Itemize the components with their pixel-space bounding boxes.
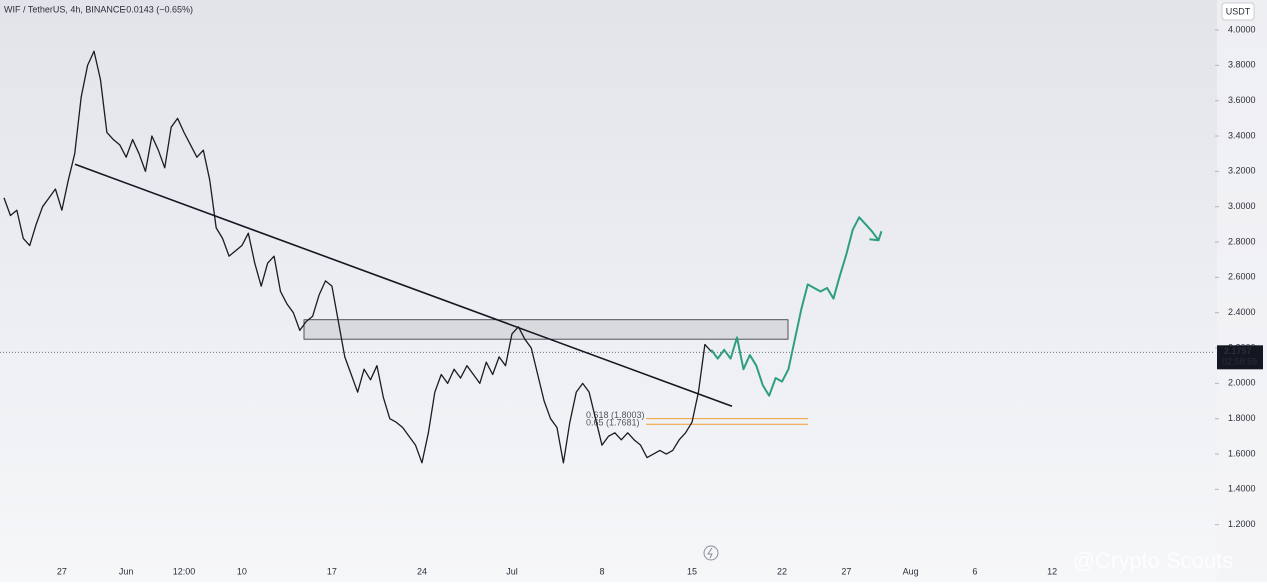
- y-tick-label: 2.8000: [1228, 236, 1256, 246]
- projection-line: [710, 216, 880, 397]
- y-tick-label: 3.4000: [1228, 130, 1256, 140]
- symbol-title: WIF / TetherUS, 4h, BINANCE: [4, 4, 125, 14]
- price-axis: [1217, 0, 1267, 582]
- x-tick-label: 27: [841, 566, 851, 576]
- price-tag: [1217, 345, 1263, 370]
- y-tick-label: 1.6000: [1228, 448, 1256, 458]
- y-tick-label: 3.0000: [1228, 201, 1256, 211]
- price-tag-countdown: 02:58:59: [1222, 357, 1257, 367]
- x-tick-label: 24: [417, 566, 427, 576]
- y-tick-label: 1.8000: [1228, 413, 1256, 423]
- y-tick-label: 3.2000: [1228, 166, 1256, 176]
- projection-arrowhead: [869, 230, 883, 242]
- x-tick-label: 12:00: [173, 566, 196, 576]
- y-tick-label: 3.8000: [1228, 60, 1256, 70]
- x-tick-label: Jul: [506, 566, 518, 576]
- watermark: @Crypto Scouts: [1073, 548, 1234, 573]
- fib-label: 0.65 (1.7681): [586, 418, 640, 428]
- y-tick-label: 2.6000: [1228, 272, 1256, 282]
- currency-label[interactable]: USDT: [1226, 6, 1251, 16]
- replay-bolt: [707, 547, 713, 559]
- x-tick-label: Jun: [119, 566, 134, 576]
- x-tick-label: 8: [599, 566, 604, 576]
- price-line: [3, 50, 712, 464]
- x-tick-label: 15: [687, 566, 697, 576]
- x-tick-label: Aug: [903, 566, 919, 576]
- x-tick-label: 6: [972, 566, 977, 576]
- y-tick-label: 2.4000: [1228, 307, 1256, 317]
- replay-icon[interactable]: [703, 545, 719, 561]
- x-tick-label: 27: [57, 566, 67, 576]
- fib-label: 0.618 (1.8003): [586, 410, 645, 420]
- y-tick-label: 4.0000: [1228, 24, 1256, 34]
- y-tick-label: 1.4000: [1228, 484, 1256, 494]
- y-tick-label: 3.6000: [1228, 95, 1256, 105]
- y-tick-label: 2.0000: [1228, 378, 1256, 388]
- y-tick-label: 1.2000: [1228, 519, 1256, 529]
- price-change: −0.0143 (−0.65%): [121, 4, 193, 14]
- currency-button[interactable]: [1221, 2, 1255, 21]
- x-tick-label: 17: [327, 566, 337, 576]
- x-tick-label: 22: [777, 566, 787, 576]
- x-tick-label: 10: [237, 566, 247, 576]
- resistance-zone: [303, 319, 789, 340]
- trendline: [74, 163, 733, 408]
- price-tag-value: 2.1757: [1224, 346, 1252, 356]
- x-tick-label: 12: [1047, 566, 1057, 576]
